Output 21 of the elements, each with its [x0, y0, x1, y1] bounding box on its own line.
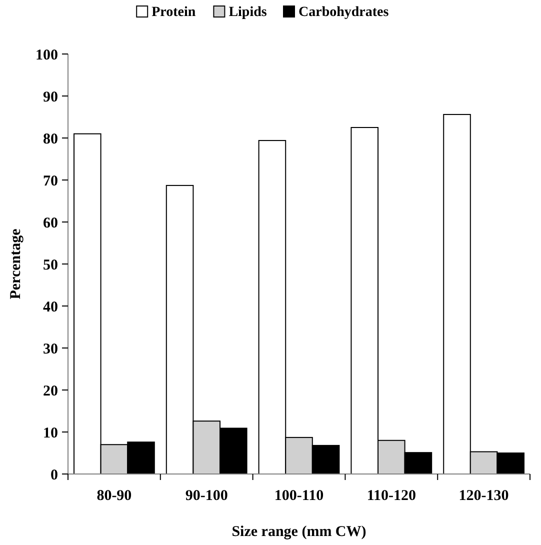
y-tick-label: 80: [43, 131, 58, 148]
legend-label: Lipids: [228, 5, 268, 20]
x-tick-label: 110-120: [366, 488, 416, 504]
legend-label: Protein: [152, 5, 196, 20]
y-tick-label: 90: [43, 89, 58, 106]
y-tick-label: 20: [43, 383, 58, 400]
y-tick-label: 10: [43, 425, 58, 442]
y-tick-label: 0: [50, 467, 58, 484]
y-tick-label: 70: [43, 173, 58, 190]
y-tick-label: 30: [43, 341, 58, 358]
x-tick-label: 120-130: [458, 488, 509, 504]
x-tick-label: 100-110: [274, 488, 324, 504]
legend-label: Carbohydrates: [298, 5, 390, 20]
y-tick-label: 60: [43, 215, 58, 232]
y-tick-label: 50: [43, 257, 58, 274]
x-tick-label: 90-100: [185, 488, 228, 504]
y-axis-title: Percentage: [8, 228, 24, 300]
y-tick-label: 40: [43, 299, 58, 316]
x-tick-label: 80-90: [96, 488, 132, 504]
y-tick-label: 100: [36, 47, 58, 64]
x-axis-title: Size range (mm CW): [232, 524, 366, 540]
